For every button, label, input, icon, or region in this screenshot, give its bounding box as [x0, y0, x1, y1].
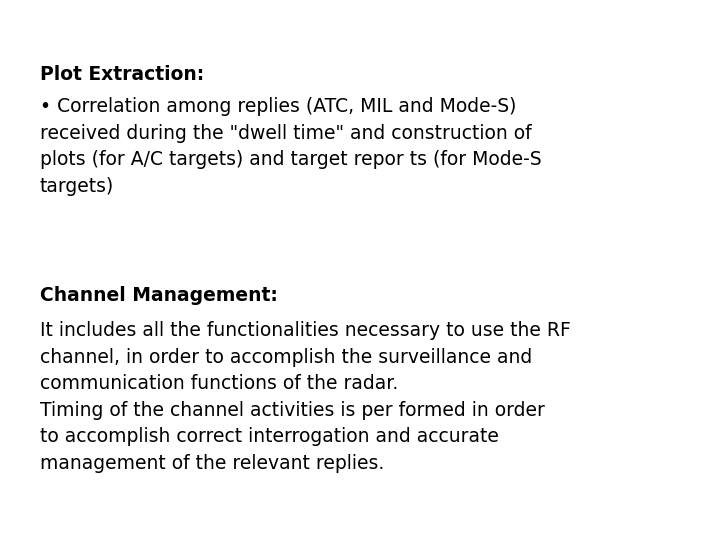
Text: It includes all the functionalities necessary to use the RF
channel, in order to: It includes all the functionalities nece…	[40, 321, 570, 473]
Text: Plot Extraction:: Plot Extraction:	[40, 65, 204, 84]
Text: Channel Management:: Channel Management:	[40, 286, 277, 305]
Text: • Correlation among replies (ATC, MIL and Mode-S)
received during the "dwell tim: • Correlation among replies (ATC, MIL an…	[40, 97, 541, 195]
